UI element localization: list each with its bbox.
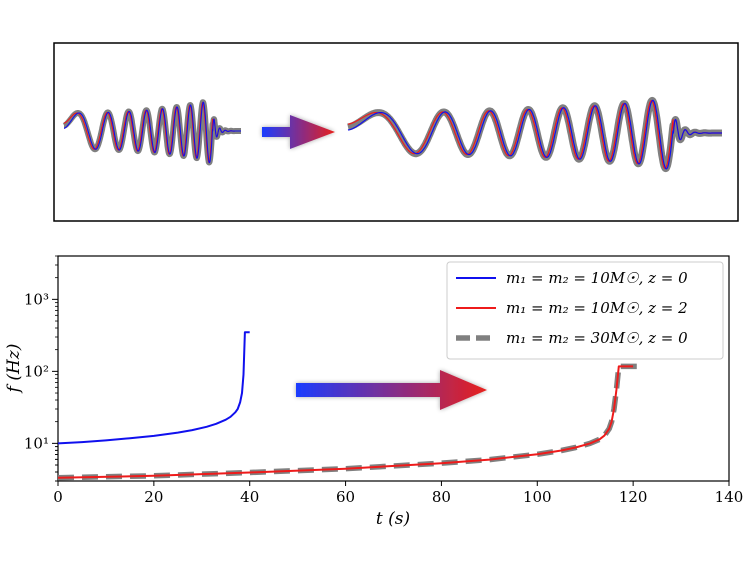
y-axis: 10¹ 10² 10³ xyxy=(24,255,58,482)
y-tick-label: 10¹ xyxy=(24,434,49,452)
series-layer xyxy=(58,331,643,481)
y-axis-label: f (Hz) xyxy=(4,344,24,395)
waveform-trace xyxy=(347,99,723,170)
legend-label: m₁ = m₂ = 10M☉, z = 0 xyxy=(506,269,688,287)
waveform-arrow xyxy=(262,115,335,149)
x-tick-label: 100 xyxy=(523,488,552,506)
waveform-trace xyxy=(63,101,242,164)
x-tick-label: 80 xyxy=(432,488,451,506)
plot-arrow xyxy=(296,370,487,410)
waveform-trace xyxy=(63,101,242,163)
legend-box xyxy=(446,261,724,360)
waveform-right xyxy=(344,96,726,173)
waveform-left xyxy=(61,99,244,166)
y-tick-label: 10³ xyxy=(24,290,49,308)
x-tick-label: 60 xyxy=(336,488,355,506)
legend-label: m₁ = m₂ = 10M☉, z = 2 xyxy=(506,299,688,317)
frequency-plot: 0 20 40 60 80 100 120 140 10¹ 10² 10³ t (s) f (Hz… xyxy=(4,255,743,529)
x-tick-label: 140 xyxy=(715,488,744,506)
waveform-panel xyxy=(53,42,739,222)
waveform-trace xyxy=(344,96,726,173)
x-axis: 0 20 40 60 80 100 120 140 xyxy=(53,481,743,506)
y-tick-label: 10² xyxy=(24,362,49,380)
waveform-arrow-shape xyxy=(262,115,335,149)
legend: m₁ = m₂ = 10M☉, z = 0 m₁ = m₂ = 10M☉, z =… xyxy=(446,261,724,360)
x-tick-label: 0 xyxy=(53,488,63,506)
series-line-0 xyxy=(58,331,250,445)
x-axis-label: t (s) xyxy=(376,509,410,529)
waveform-trace xyxy=(347,99,723,170)
plot-arrow-shape xyxy=(296,370,487,410)
legend-label: m₁ = m₂ = 30M☉, z = 0 xyxy=(506,329,688,347)
series-line-1 xyxy=(58,365,634,479)
x-tick-label: 120 xyxy=(619,488,648,506)
x-tick-label: 40 xyxy=(240,488,259,506)
x-tick-label: 20 xyxy=(144,488,163,506)
